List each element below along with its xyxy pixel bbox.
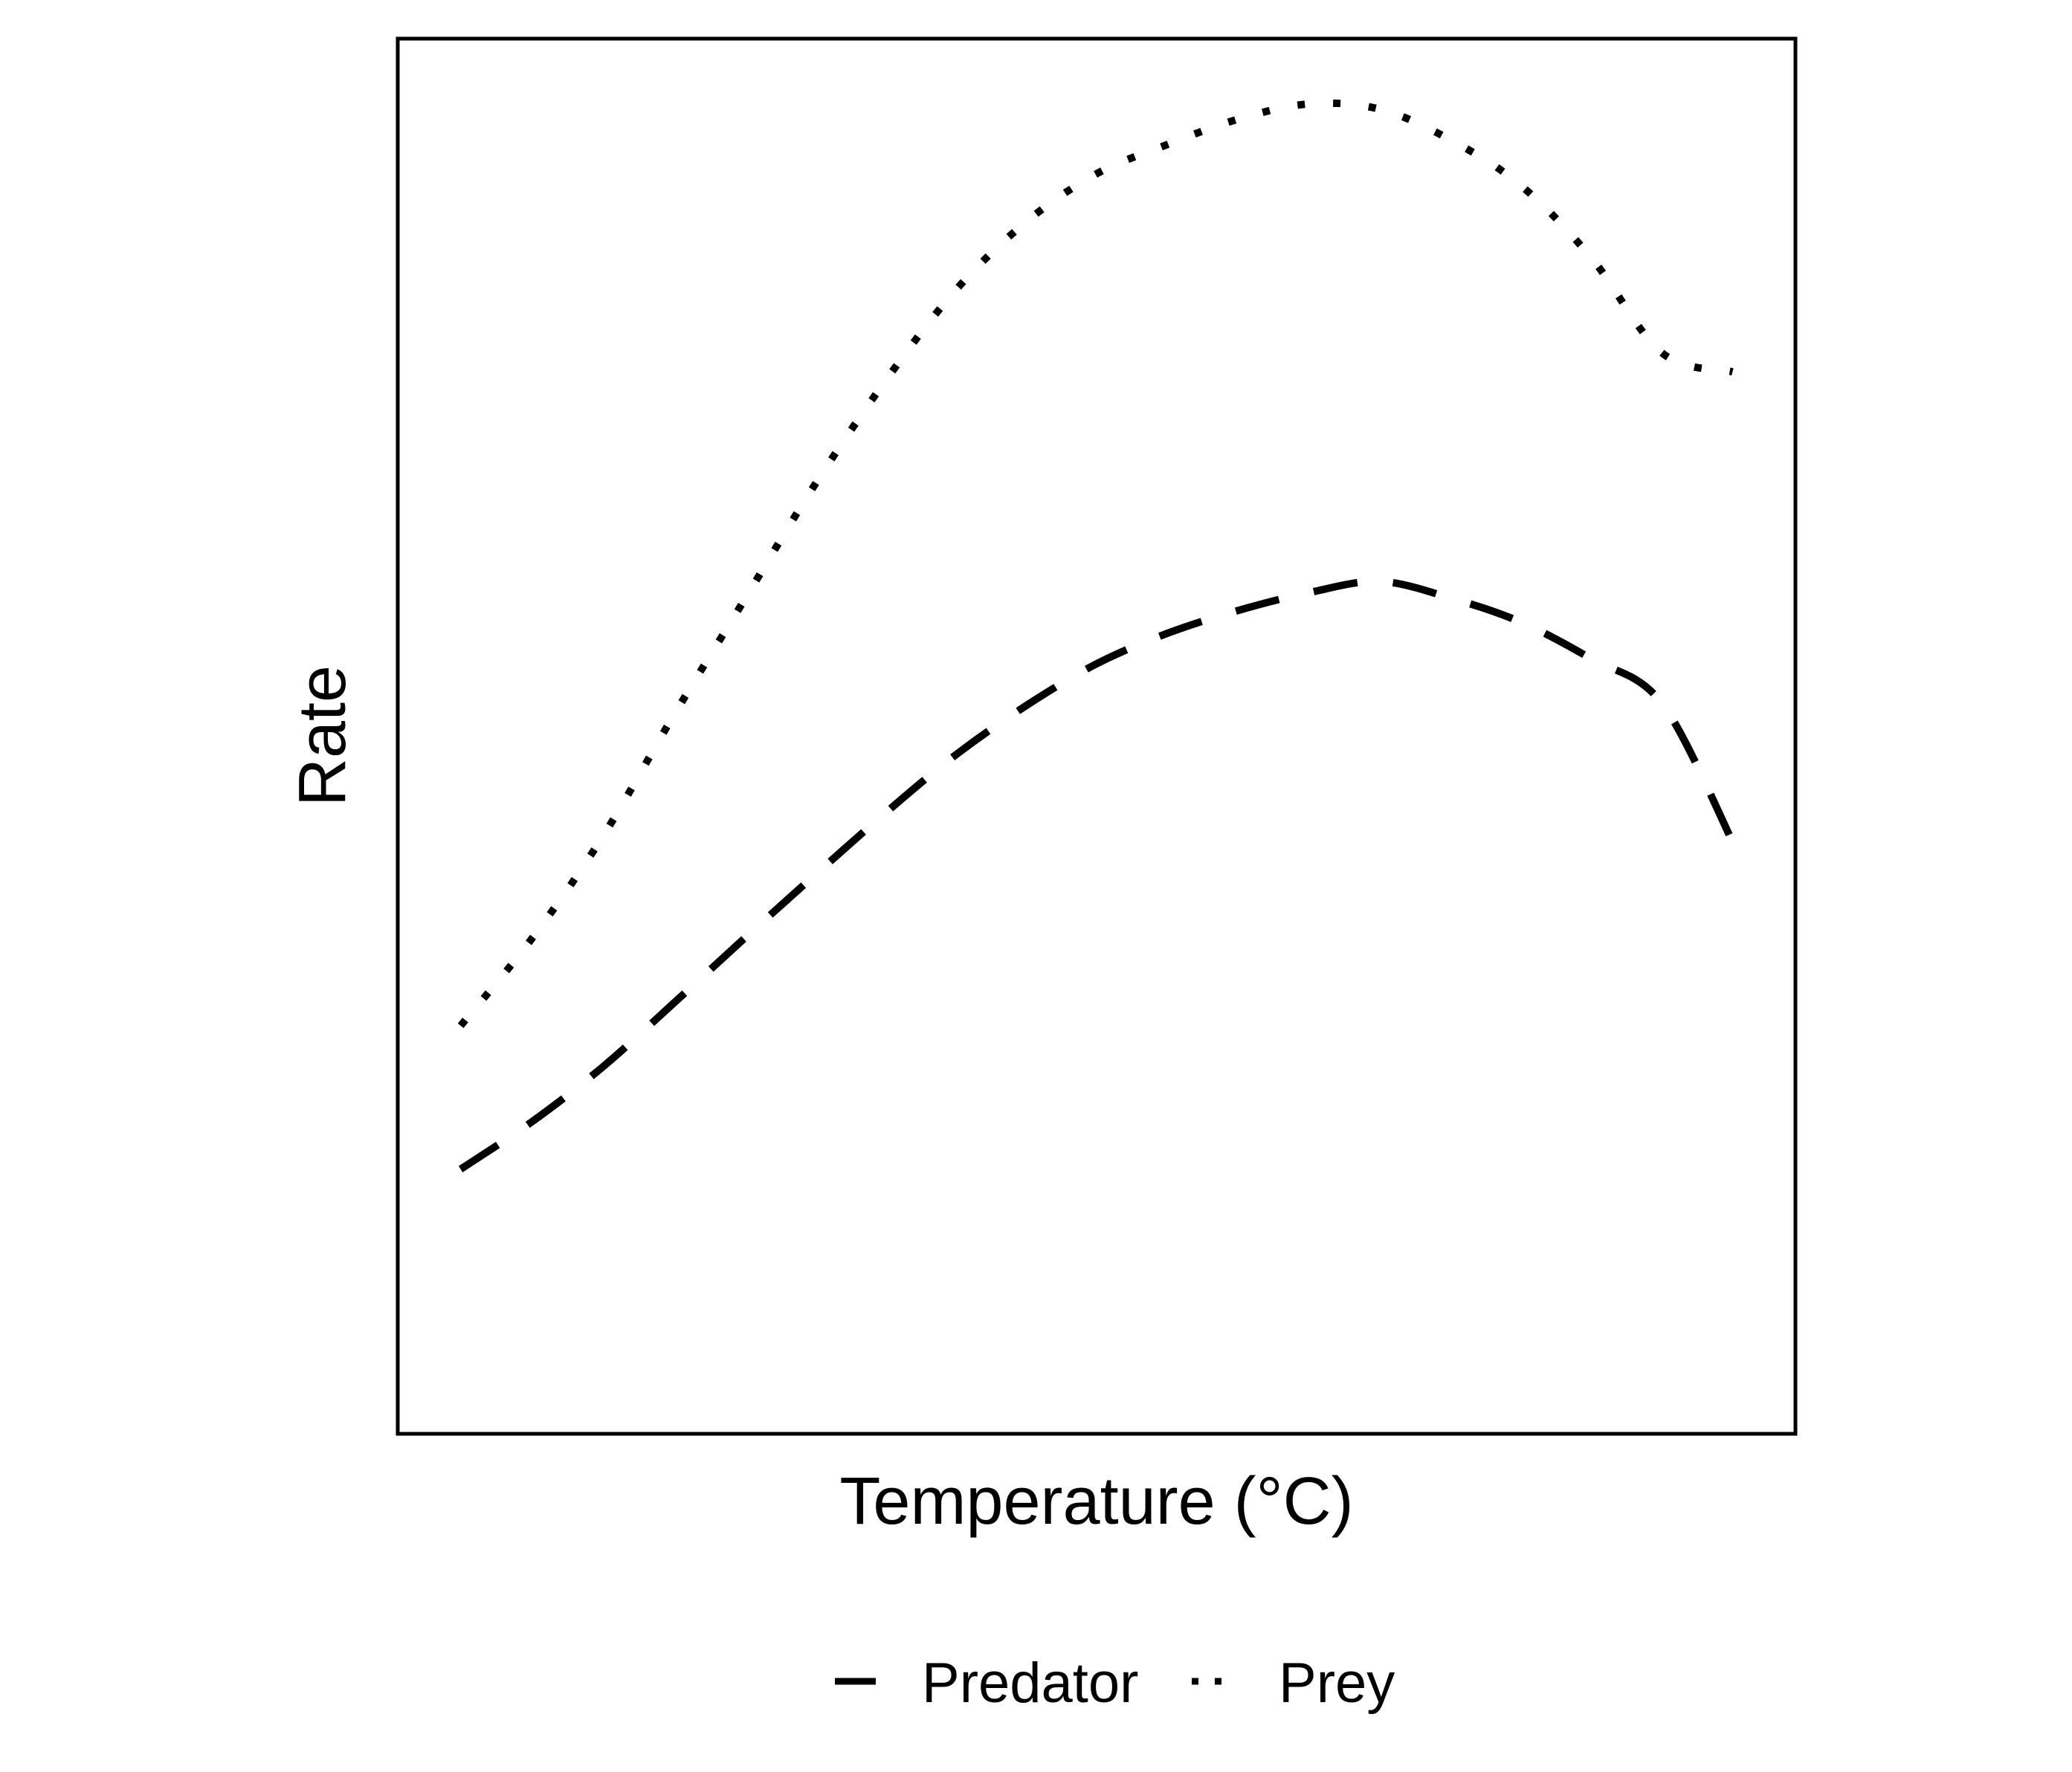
legend-label-prey: Prey — [1279, 1652, 1395, 1715]
x-axis-title: Temperature (°C) — [839, 1464, 1353, 1539]
series-line-predator — [458, 578, 1736, 1173]
plot-frame — [396, 36, 1798, 1436]
legend: Predator Prey — [835, 1652, 1395, 1715]
y-axis-title: Rate — [285, 665, 360, 806]
series-layer — [457, 99, 1736, 1173]
legend-label-predator: Predator — [922, 1652, 1139, 1715]
